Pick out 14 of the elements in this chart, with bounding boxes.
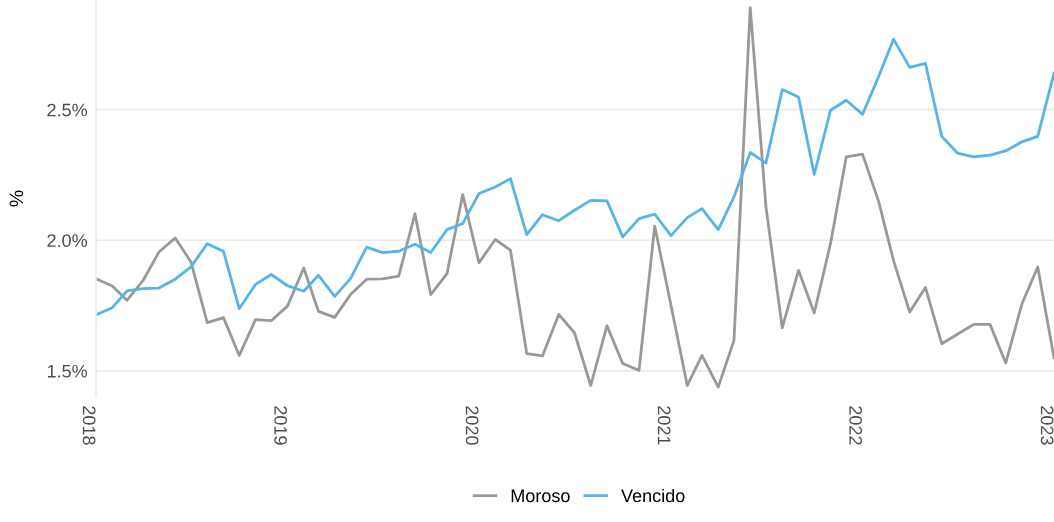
x-tick-label: 2021 — [657, 406, 671, 445]
line-series — [96, 37, 1054, 317]
x-tick-label: 2019 — [274, 406, 288, 445]
y-tick-label: 2.0% — [47, 234, 88, 248]
legend-label: Moroso — [511, 489, 570, 503]
x-tick-label: 2018 — [82, 406, 96, 445]
y-tick-label: 1.5% — [47, 364, 88, 378]
legend-label: Vencido — [621, 488, 685, 503]
y-tick-label: 2.5% — [47, 103, 88, 117]
x-tick-label: 2020 — [465, 406, 479, 445]
y-axis-title: % — [9, 190, 24, 207]
line-series — [96, 6, 1054, 389]
x-tick-label: 2022 — [849, 406, 863, 445]
x-tick-label: 2023 — [1040, 406, 1054, 445]
